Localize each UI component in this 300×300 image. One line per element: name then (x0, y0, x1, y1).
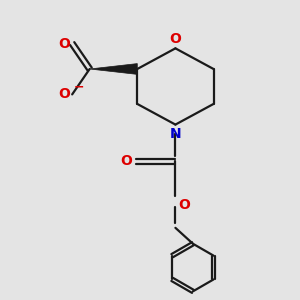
Text: N: N (169, 127, 181, 141)
Polygon shape (90, 64, 137, 74)
Text: O: O (58, 87, 70, 101)
Text: O: O (58, 37, 70, 51)
Text: O: O (121, 154, 133, 168)
Text: O: O (169, 32, 181, 46)
Text: O: O (178, 198, 190, 212)
Text: −: − (74, 81, 84, 94)
